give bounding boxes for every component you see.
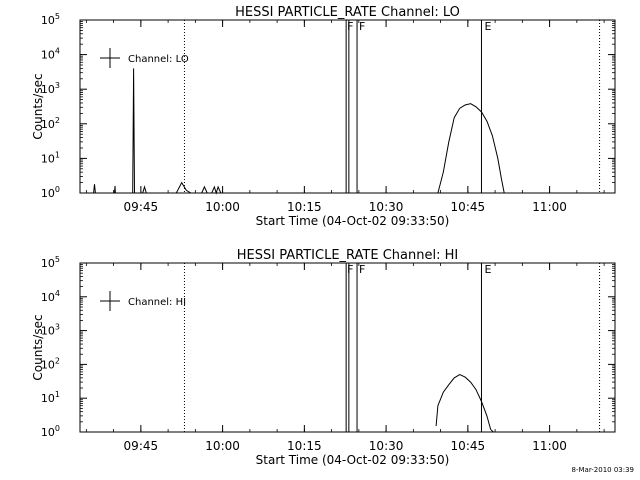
- y-tick-label: 105: [41, 255, 60, 270]
- y-tick-label: 101: [41, 390, 60, 405]
- y-axis-label: Counts/sec: [31, 73, 45, 139]
- x-tick-label: 10:30: [369, 439, 404, 453]
- y-tick-label: 100: [41, 185, 60, 200]
- data-series-line: [435, 374, 494, 433]
- marker-annotation: F: [347, 263, 353, 276]
- panel-hi: HESSI PARTICLE_RATE Channel: HI 100 101 102…: [31, 248, 616, 467]
- legend-label: Channel: LO: [128, 54, 189, 65]
- y-tick-label: 102: [41, 116, 60, 131]
- x-tick-label: 10:00: [205, 439, 240, 453]
- x-tick-label: 10:15: [287, 200, 322, 214]
- x-axis-label: Start Time (04-Oct-02 09:33:50): [256, 453, 450, 467]
- plot-frame: [79, 262, 616, 433]
- marker-annotation: F: [359, 20, 365, 33]
- chart-title: HESSI PARTICLE_RATE Channel: HI: [237, 248, 458, 263]
- footer-timestamp: 8-Mar-2010 03:39: [571, 466, 634, 474]
- marker-annotation: E: [484, 263, 491, 276]
- x-tick-label: 11:00: [532, 200, 567, 214]
- data-series-line: [93, 68, 507, 195]
- y-tick-label: 101: [41, 150, 60, 165]
- x-axis-label: Start Time (04-Oct-02 09:33:50): [256, 214, 450, 228]
- chart-title: HESSI PARTICLE_RATE Channel: LO: [235, 5, 460, 20]
- x-tick-label: 11:00: [532, 439, 567, 453]
- x-tick-label: 09:45: [124, 200, 159, 214]
- y-tick-label: 103: [41, 81, 60, 96]
- x-tick-label: 10:45: [451, 439, 486, 453]
- marker-annotation: F: [347, 20, 353, 33]
- legend-label: Channel: HI: [128, 297, 186, 308]
- y-tick-label: 102: [41, 356, 60, 371]
- y-tick-label: 105: [41, 12, 60, 27]
- marker-annotation: E: [484, 20, 491, 33]
- x-tick-label: 09:45: [124, 439, 159, 453]
- panel-lo: HESSI PARTICLE_RATE Channel: LO 100 101 102…: [31, 5, 616, 228]
- y-tick-label: 103: [41, 323, 60, 338]
- y-tick-label: 100: [41, 424, 60, 439]
- x-tick-label: 10:15: [287, 439, 322, 453]
- y-axis-label: Counts/sec: [31, 314, 45, 380]
- y-tick-label: 104: [41, 47, 60, 62]
- marker-annotation: F: [359, 263, 365, 276]
- x-tick-label: 10:30: [369, 200, 404, 214]
- plot-frame: [79, 19, 616, 194]
- y-tick-label: 104: [41, 289, 60, 304]
- x-tick-label: 10:00: [205, 200, 240, 214]
- x-tick-label: 10:45: [451, 200, 486, 214]
